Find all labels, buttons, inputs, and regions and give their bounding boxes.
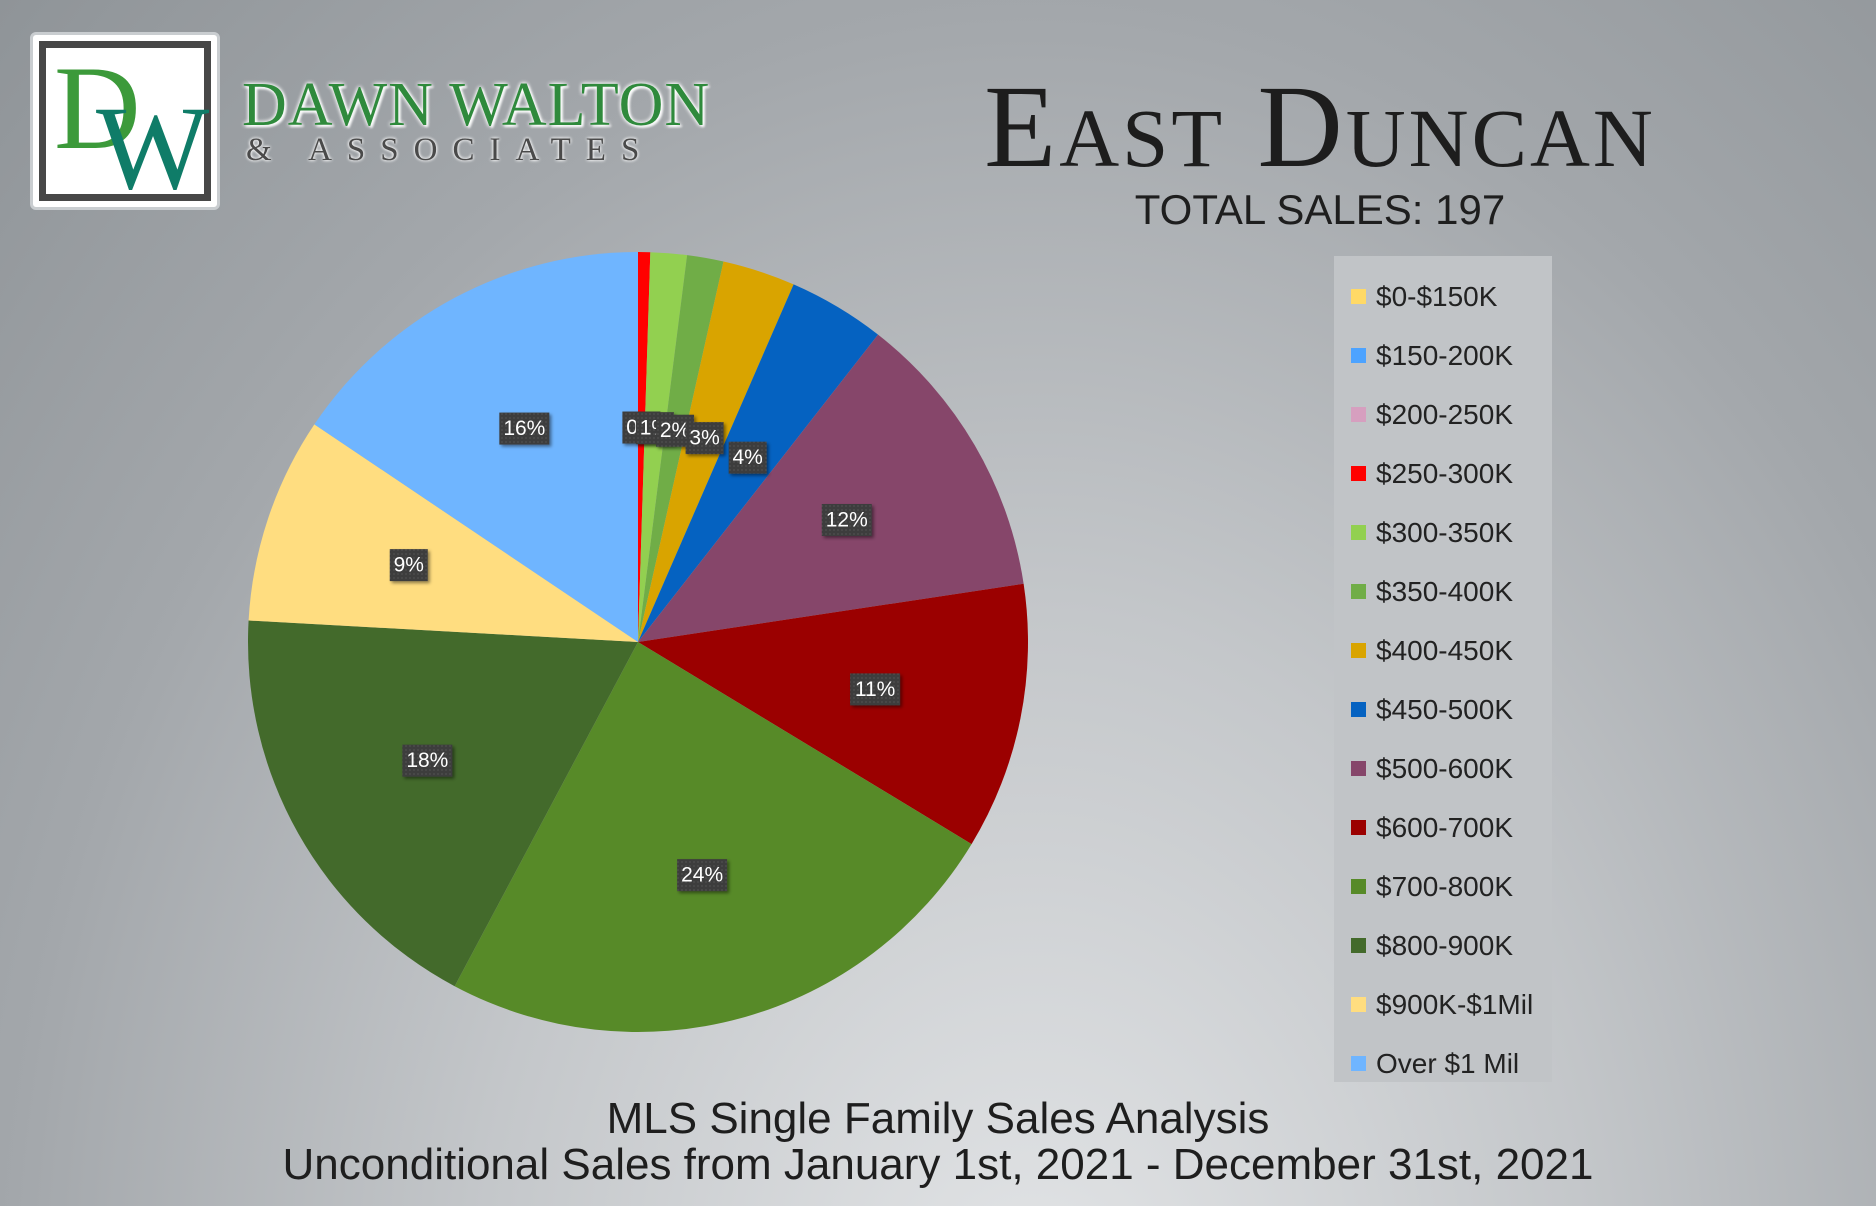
data-label-box-700-800k bbox=[677, 859, 728, 892]
legend-swatch bbox=[1351, 525, 1366, 540]
pie-slice-250-300k bbox=[638, 252, 651, 642]
data-label-350-400k: 2% bbox=[660, 419, 690, 442]
data-label-box-450-500k bbox=[728, 441, 767, 474]
legend-label: $200-250K bbox=[1376, 398, 1514, 430]
data-label-500-600k: 12% bbox=[826, 508, 868, 531]
legend-item-450-500k: $450-500K bbox=[1351, 680, 1552, 739]
total-sales: TOTAL SALES: 197 bbox=[1134, 186, 1506, 233]
page-title: East Duncan bbox=[984, 61, 1656, 192]
data-label-900k-1mil: 9% bbox=[394, 554, 424, 577]
data-label-600-700k: 11% bbox=[855, 678, 895, 701]
legend-label: $800-900K bbox=[1376, 929, 1514, 961]
data-label-box-over-1-mil bbox=[499, 412, 550, 445]
pie-slice-over-1-mil bbox=[314, 252, 638, 642]
legend-item-800-900k: $800-900K bbox=[1351, 916, 1552, 975]
legend-label: $900K-$1Mil bbox=[1376, 988, 1534, 1020]
chart-legend: $0-$150K $150-200K $200-250K $250-300K $300-… bbox=[1334, 256, 1552, 1082]
legend-label: $150-200K bbox=[1376, 339, 1514, 371]
brand-subtitle: & ASSOCIATES bbox=[246, 132, 655, 168]
legend-swatch bbox=[1351, 584, 1366, 599]
data-label-450-500k: 4% bbox=[733, 446, 763, 469]
legend-item-150-200k: $150-200K bbox=[1351, 326, 1552, 385]
pie-slice-800-900k bbox=[248, 620, 638, 987]
legend-item-600-700k: $600-700K bbox=[1351, 798, 1552, 857]
pie-slices bbox=[248, 252, 1028, 1032]
logo-letter-d: D bbox=[54, 41, 141, 174]
legend-swatch bbox=[1351, 820, 1366, 835]
legend-swatch bbox=[1351, 702, 1366, 717]
legend-item-0-150k: $0-$150K bbox=[1351, 267, 1552, 326]
data-label-box-600-700k bbox=[850, 673, 901, 706]
data-label-box-400-450k bbox=[685, 422, 724, 455]
legend-item-500-600k: $500-600K bbox=[1351, 739, 1552, 798]
legend-swatch bbox=[1351, 938, 1366, 953]
legend-item-300-350k: $300-350K bbox=[1351, 503, 1552, 562]
legend-swatch bbox=[1351, 643, 1366, 658]
data-label-400-450k: 3% bbox=[689, 427, 719, 450]
data-label-box-800-900k bbox=[402, 744, 453, 777]
pie-slice-500-600k bbox=[638, 334, 1024, 642]
legend-swatch bbox=[1351, 466, 1366, 481]
legend-swatch bbox=[1351, 761, 1366, 776]
legend-label: $700-800K bbox=[1376, 870, 1514, 902]
data-label-700-800k: 24% bbox=[681, 864, 723, 887]
legend-swatch bbox=[1351, 348, 1366, 363]
legend-label: $0-$150K bbox=[1376, 280, 1498, 312]
legend-label: Over $1 Mil bbox=[1376, 1047, 1520, 1079]
legend-item-over-1-mil: Over $1 Mil bbox=[1351, 1034, 1552, 1093]
legend-label: $300-350K bbox=[1376, 516, 1514, 548]
data-label-box-500-600k bbox=[821, 503, 872, 536]
legend-swatch bbox=[1351, 289, 1366, 304]
logo-letter-w: W bbox=[96, 81, 210, 214]
pie-slice-350-400k bbox=[638, 255, 724, 643]
pie-slice-700-800k bbox=[454, 642, 972, 1032]
pie-slice-600-700k bbox=[638, 583, 1028, 845]
data-label-800-900k: 18% bbox=[406, 749, 448, 772]
legend-label: $400-450K bbox=[1376, 634, 1514, 666]
pie-data-labels: 0%1%2%3%4%12%11%24%18%9%16% bbox=[389, 411, 901, 892]
legend-item-250-300k: $250-300K bbox=[1351, 444, 1552, 503]
legend-swatch bbox=[1351, 879, 1366, 894]
footer-title: MLS Single Family Sales Analysis bbox=[606, 1094, 1270, 1143]
legend-item-350-400k: $350-400K bbox=[1351, 562, 1552, 621]
data-label-over-1-mil: 16% bbox=[503, 417, 545, 440]
legend-label: $450-500K bbox=[1376, 693, 1514, 725]
company-logo: D W bbox=[30, 32, 220, 210]
legend-item-700-800k: $700-800K bbox=[1351, 857, 1552, 916]
legend-label: $500-600K bbox=[1376, 752, 1514, 784]
data-label-box-900k-1mil bbox=[389, 549, 428, 582]
pie-slice-300-350k bbox=[638, 252, 688, 642]
legend-label: $350-400K bbox=[1376, 575, 1514, 607]
logo-frame: D W bbox=[39, 41, 211, 208]
brand-name: DAWN WALTON bbox=[242, 71, 711, 139]
legend-label: $600-700K bbox=[1376, 811, 1514, 843]
legend-item-400-450k: $400-450K bbox=[1351, 621, 1552, 680]
legend-swatch bbox=[1351, 997, 1366, 1012]
pie-slice-900k-1mil bbox=[248, 424, 638, 642]
footer-date-range: Unconditional Sales from January 1st, 20… bbox=[282, 1140, 1594, 1189]
legend-item-200-250k: $200-250K bbox=[1351, 385, 1552, 444]
legend-swatch bbox=[1351, 407, 1366, 422]
legend-label: $250-300K bbox=[1376, 457, 1514, 489]
legend-item-900k-1mil: $900K-$1Mil bbox=[1351, 975, 1552, 1034]
legend-swatch bbox=[1351, 1056, 1366, 1071]
